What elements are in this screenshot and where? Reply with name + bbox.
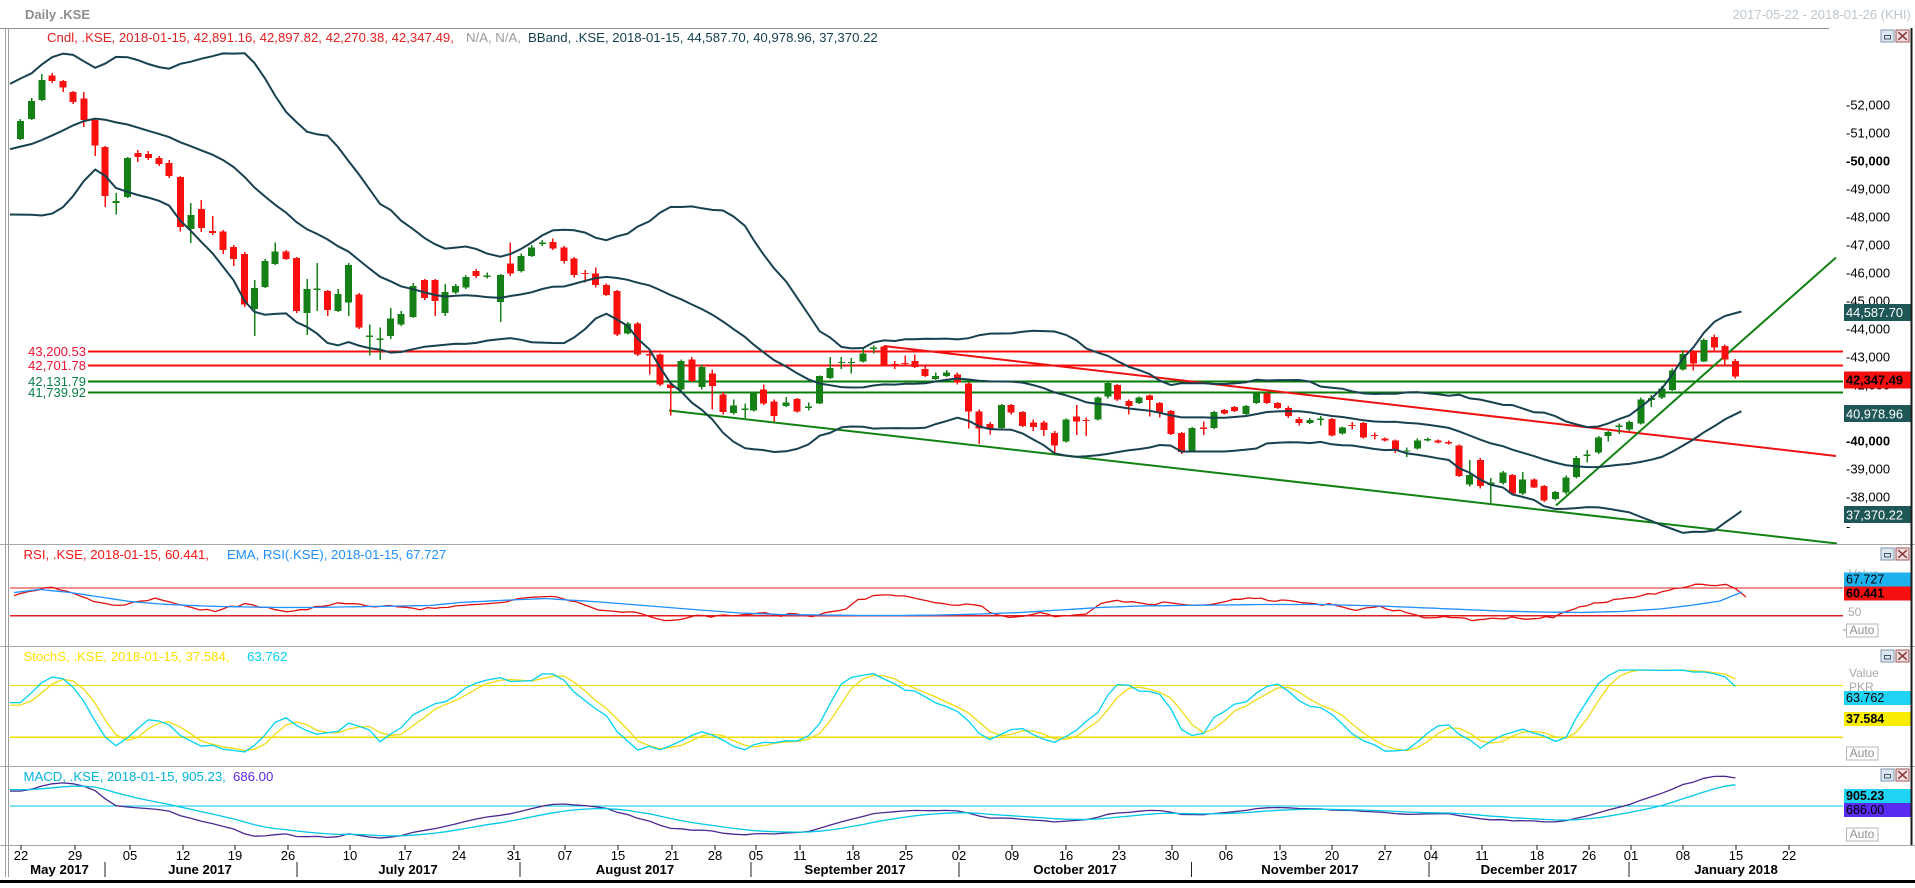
svg-text:22: 22 bbox=[1782, 848, 1796, 863]
svg-text:-38,000: -38,000 bbox=[1846, 490, 1890, 505]
svg-text:06: 06 bbox=[1219, 848, 1233, 863]
svg-text:67.727: 67.727 bbox=[1846, 573, 1884, 587]
svg-text:37.584: 37.584 bbox=[1846, 712, 1884, 726]
svg-text:12: 12 bbox=[176, 848, 190, 863]
svg-text:Value: Value bbox=[1849, 666, 1879, 680]
svg-text:28: 28 bbox=[708, 848, 722, 863]
svg-text:August 2017: August 2017 bbox=[596, 862, 674, 877]
svg-text:15: 15 bbox=[611, 848, 625, 863]
svg-text:686.00: 686.00 bbox=[1846, 803, 1884, 817]
svg-text:January 2018: January 2018 bbox=[1694, 862, 1778, 877]
svg-text:11: 11 bbox=[1475, 848, 1489, 863]
svg-text:July 2017: July 2017 bbox=[378, 862, 437, 877]
svg-text:60.441: 60.441 bbox=[1846, 587, 1884, 601]
svg-text:44,587.70: 44,587.70 bbox=[1846, 305, 1903, 320]
svg-text:43,200.53: 43,200.53 bbox=[28, 344, 86, 359]
svg-text:22: 22 bbox=[14, 848, 28, 863]
svg-text:N/A, N/A,: N/A, N/A, bbox=[466, 30, 521, 45]
svg-text:08: 08 bbox=[1676, 848, 1690, 863]
svg-text:17: 17 bbox=[398, 848, 412, 863]
svg-text:26: 26 bbox=[281, 848, 295, 863]
svg-text:BBand, .KSE, 2018-01-15, 44,58: BBand, .KSE, 2018-01-15, 44,587.70, 40,9… bbox=[528, 30, 878, 45]
svg-text:18: 18 bbox=[846, 848, 860, 863]
svg-text:PKR: PKR bbox=[1849, 680, 1874, 694]
svg-text:31: 31 bbox=[507, 848, 521, 863]
svg-text:24: 24 bbox=[452, 848, 466, 863]
svg-text:04: 04 bbox=[1424, 848, 1438, 863]
svg-text:Auto: Auto bbox=[1850, 623, 1875, 637]
svg-text:50: 50 bbox=[1848, 605, 1862, 619]
svg-text:27: 27 bbox=[1378, 848, 1392, 863]
svg-text:29: 29 bbox=[68, 848, 82, 863]
svg-text:02: 02 bbox=[952, 848, 966, 863]
svg-text:63.762: 63.762 bbox=[1846, 691, 1884, 705]
svg-text:Daily .KSE: Daily .KSE bbox=[25, 7, 90, 22]
svg-text:-: - bbox=[1846, 519, 1850, 534]
svg-text:-40,000: -40,000 bbox=[1846, 434, 1890, 449]
svg-text:-39,000: -39,000 bbox=[1846, 462, 1890, 477]
svg-text:20: 20 bbox=[1325, 848, 1339, 863]
svg-text:01: 01 bbox=[1624, 848, 1638, 863]
svg-text:10: 10 bbox=[343, 848, 357, 863]
svg-text:18: 18 bbox=[1530, 848, 1544, 863]
svg-text:686.00: 686.00 bbox=[233, 769, 273, 784]
svg-text:-44,000: -44,000 bbox=[1846, 322, 1890, 337]
svg-text:Auto: Auto bbox=[1850, 746, 1875, 760]
svg-text:30: 30 bbox=[1165, 848, 1179, 863]
svg-text:21: 21 bbox=[665, 848, 679, 863]
svg-text:09: 09 bbox=[1005, 848, 1019, 863]
svg-text:-50,000: -50,000 bbox=[1846, 154, 1890, 169]
svg-text:-47,000: -47,000 bbox=[1846, 238, 1890, 253]
svg-text:Cndl, .KSE, 2018-01-15, 42,891: Cndl, .KSE, 2018-01-15, 42,891.16, 42,89… bbox=[47, 30, 454, 45]
svg-text:37,370.22: 37,370.22 bbox=[1846, 507, 1903, 522]
svg-text:May 2017: May 2017 bbox=[30, 862, 89, 877]
svg-text:19: 19 bbox=[228, 848, 242, 863]
svg-text:07: 07 bbox=[558, 848, 572, 863]
svg-text:15: 15 bbox=[1729, 848, 1743, 863]
svg-text:-51,000: -51,000 bbox=[1846, 126, 1890, 141]
svg-text:MACD, .KSE, 2018-01-15, 905.23: MACD, .KSE, 2018-01-15, 905.23, bbox=[24, 769, 226, 784]
svg-text:-43,000: -43,000 bbox=[1846, 350, 1890, 365]
svg-text:-46,000: -46,000 bbox=[1846, 266, 1890, 281]
svg-text:2017-05-22 - 2018-01-26 (KHI): 2017-05-22 - 2018-01-26 (KHI) bbox=[1733, 7, 1912, 22]
svg-text:Auto: Auto bbox=[1850, 827, 1875, 841]
svg-text:41,739.92: 41,739.92 bbox=[28, 385, 86, 400]
svg-text:40,978.96: 40,978.96 bbox=[1846, 406, 1903, 421]
svg-text:June 2017: June 2017 bbox=[168, 862, 232, 877]
svg-text:42,701.78: 42,701.78 bbox=[28, 358, 86, 373]
svg-text:05: 05 bbox=[749, 848, 763, 863]
svg-text:16: 16 bbox=[1059, 848, 1073, 863]
svg-text:-48,000: -48,000 bbox=[1846, 210, 1890, 225]
svg-text:05: 05 bbox=[123, 848, 137, 863]
svg-text:905.23: 905.23 bbox=[1846, 789, 1884, 803]
svg-text:September 2017: September 2017 bbox=[804, 862, 905, 877]
svg-text:December 2017: December 2017 bbox=[1481, 862, 1578, 877]
svg-text:11: 11 bbox=[793, 848, 807, 863]
svg-text:StochS, .KSE, 2018-01-15, 37.5: StochS, .KSE, 2018-01-15, 37.584, bbox=[24, 649, 230, 664]
svg-text:-52,000: -52,000 bbox=[1846, 98, 1890, 113]
svg-text:25: 25 bbox=[899, 848, 913, 863]
svg-text:RSI, .KSE, 2018-01-15, 60.441,: RSI, .KSE, 2018-01-15, 60.441, bbox=[24, 547, 209, 562]
svg-text:23: 23 bbox=[1112, 848, 1126, 863]
svg-text:42,131.79: 42,131.79 bbox=[28, 374, 86, 389]
svg-text:October 2017: October 2017 bbox=[1033, 862, 1117, 877]
svg-text:63.762: 63.762 bbox=[247, 649, 287, 664]
svg-text:EMA, RSI(.KSE), 2018-01-15, 67: EMA, RSI(.KSE), 2018-01-15, 67.727 bbox=[227, 547, 446, 562]
svg-text:November 2017: November 2017 bbox=[1261, 862, 1359, 877]
svg-text:42,347.49: 42,347.49 bbox=[1846, 373, 1903, 388]
svg-text:26: 26 bbox=[1582, 848, 1596, 863]
svg-text:-49,000: -49,000 bbox=[1846, 182, 1890, 197]
svg-text:13: 13 bbox=[1273, 848, 1287, 863]
